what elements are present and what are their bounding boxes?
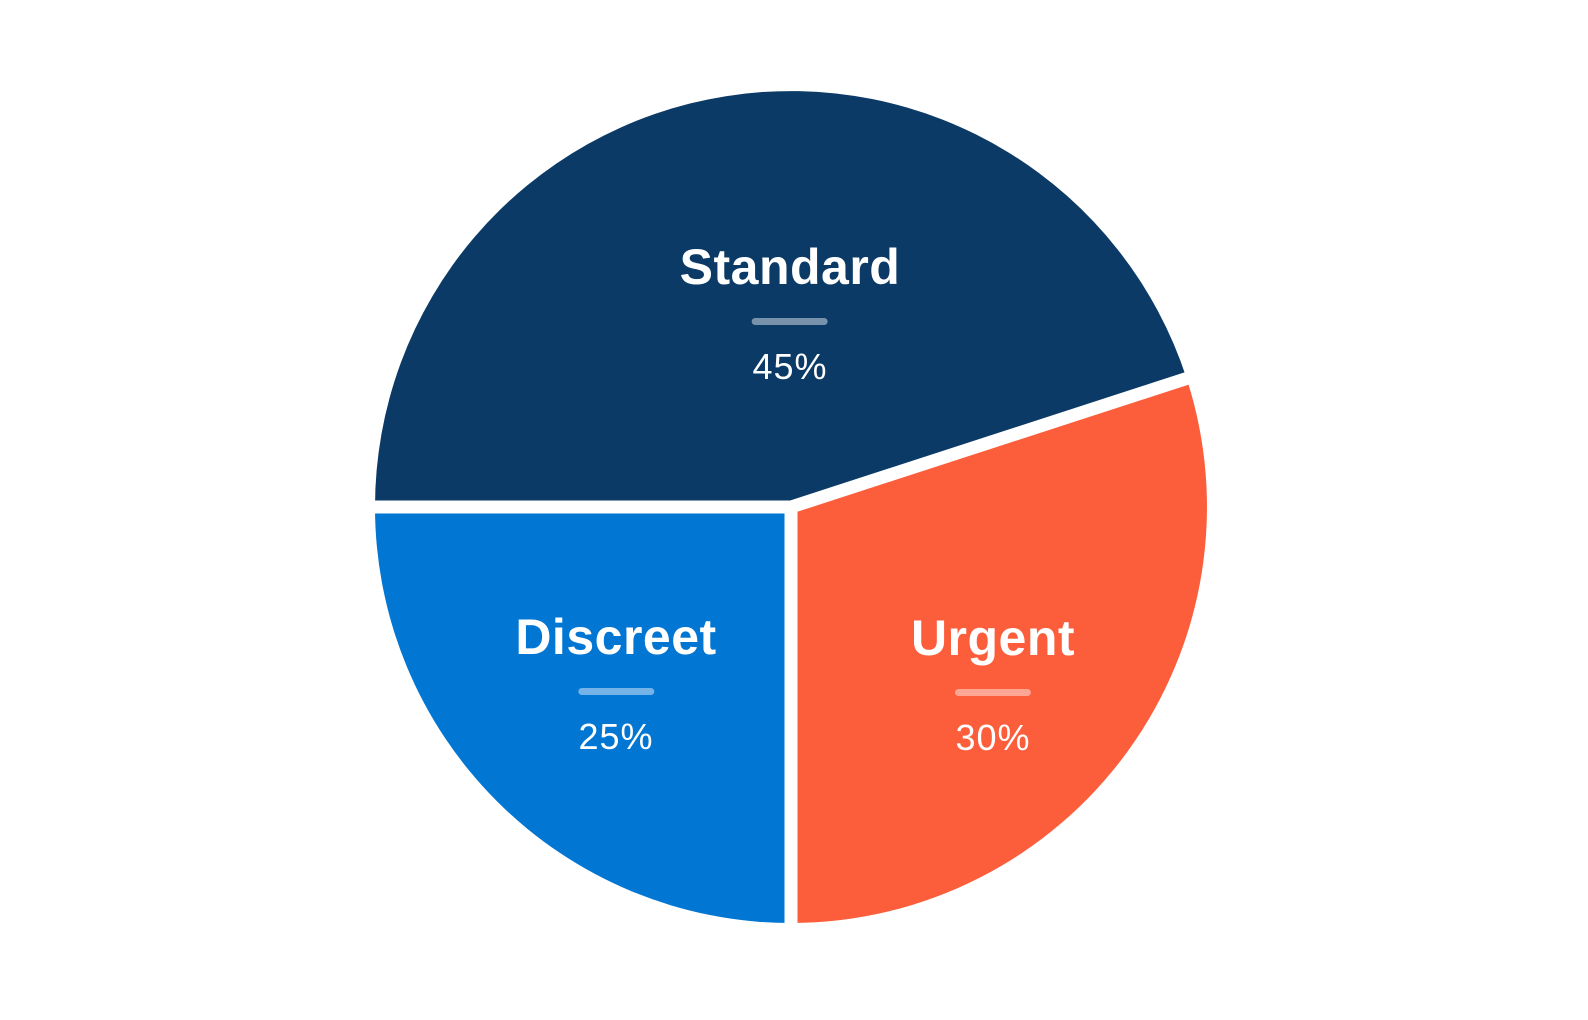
slice-separator bbox=[788, 366, 1206, 514]
pie-slice-urgent bbox=[791, 378, 1207, 923]
pie-slice-discreet bbox=[375, 507, 791, 923]
pie-slice-standard bbox=[375, 91, 1187, 508]
